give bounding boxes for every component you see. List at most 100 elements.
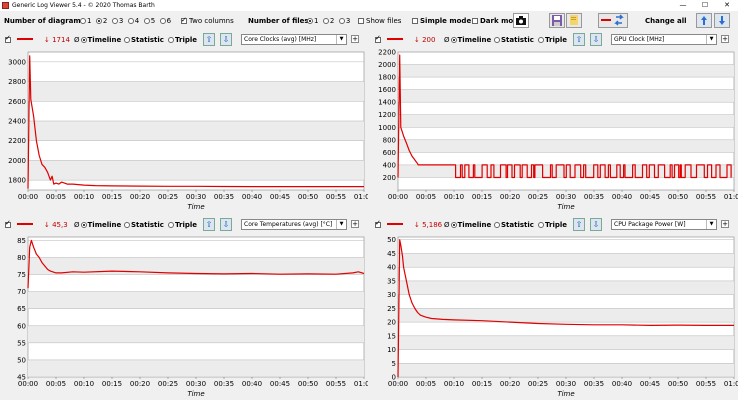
save-icon[interactable]: [549, 13, 565, 28]
y-tick-label: 15: [387, 332, 396, 340]
maximize-button[interactable]: ☐: [701, 1, 709, 9]
x-tick-label: 00:05: [416, 193, 436, 201]
arrow-up-icon[interactable]: [696, 13, 712, 28]
x-tick-label: 00:15: [102, 380, 122, 388]
y-tick-label: 400: [383, 161, 396, 169]
move-down-button[interactable]: ⇩: [220, 218, 232, 231]
x-axis-label: Time: [557, 203, 574, 211]
open-folder-icon[interactable]: [566, 13, 582, 28]
diagram-radio-5[interactable]: [143, 18, 150, 24]
x-tick-label: 00:15: [102, 193, 122, 201]
series-color-swatch[interactable]: [17, 223, 33, 225]
channel-select[interactable]: Core Temperatures (avg) [°C] ▼: [241, 219, 347, 230]
series-visible-checkbox[interactable]: [375, 34, 381, 43]
x-tick-label: 00:05: [46, 380, 66, 388]
x-tick-label: 00:55: [326, 380, 346, 388]
x-tick-label: 00:15: [472, 380, 492, 388]
move-up-button[interactable]: ⇧: [573, 33, 585, 46]
grid-band: [28, 325, 364, 343]
y-tick-label: 200: [383, 174, 396, 182]
x-tick-label: 00:10: [444, 380, 464, 388]
y-tick-label: 70: [17, 288, 26, 296]
x-tick-label: 00:45: [270, 193, 290, 201]
grid-band: [398, 64, 734, 78]
show-files-check[interactable]: [358, 18, 364, 24]
camera-icon[interactable]: [513, 13, 529, 28]
x-tick-label: 00:15: [472, 193, 492, 201]
channel-select[interactable]: GPU Clock [MHz] ▼: [611, 34, 717, 45]
swap-series-icon[interactable]: [598, 13, 628, 28]
statistic-radio[interactable]: Statistic: [124, 36, 164, 45]
move-down-button[interactable]: ⇩: [590, 33, 602, 46]
channel-select[interactable]: CPU Package Power [W] ▼: [611, 219, 717, 230]
add-series-button[interactable]: +: [351, 35, 359, 43]
timeline-radio[interactable]: Ø Timeline: [444, 36, 492, 44]
line-chart: 45 50 55 60 65 70 75 80 85 00:00 00:05 00:10 00:15 00…: [17, 236, 368, 398]
timeline-radio[interactable]: Ø Timeline: [444, 221, 492, 229]
move-up-button[interactable]: ⇧: [203, 33, 215, 46]
x-tick-label: 00:00: [388, 193, 408, 201]
move-down-button[interactable]: ⇩: [220, 33, 232, 46]
y-tick-label: 20: [387, 319, 396, 327]
y-tick-label: 65: [17, 305, 26, 313]
x-tick-label: 00:55: [696, 193, 716, 201]
diagram-radio-2[interactable]: [95, 18, 102, 24]
series-color-swatch[interactable]: [387, 38, 403, 40]
add-series-button[interactable]: +: [721, 35, 729, 43]
current-value: ↓ 5,186: [414, 221, 443, 229]
statistic-radio[interactable]: Statistic: [494, 221, 534, 230]
x-tick-label: 00:45: [640, 193, 660, 201]
triple-radio[interactable]: Triple: [538, 36, 567, 45]
move-up-button[interactable]: ⇧: [203, 218, 215, 231]
timeline-radio[interactable]: Ø Timeline: [74, 36, 122, 44]
dark-mode-checkbox[interactable]: Dark mod: [472, 16, 518, 26]
y-tick-label: 25: [387, 305, 396, 313]
series-color-swatch[interactable]: [387, 223, 403, 225]
diagram-radio-1[interactable]: [80, 18, 86, 24]
move-up-button[interactable]: ⇧: [573, 218, 585, 231]
grid-band: [28, 121, 364, 141]
diagram-radio-3[interactable]: [111, 18, 118, 24]
add-series-button[interactable]: +: [351, 220, 359, 228]
move-down-button[interactable]: ⇩: [590, 218, 602, 231]
x-tick-label: 00:25: [158, 380, 178, 388]
diagram-count-radios: 1 2 3 4 5 6: [80, 16, 171, 26]
y-tick-label: 75: [17, 271, 26, 279]
series-color-swatch[interactable]: [17, 38, 33, 40]
close-button[interactable]: ✕: [724, 1, 730, 9]
diagram-radio-6[interactable]: [159, 18, 166, 24]
series-line: [397, 239, 734, 378]
triple-radio[interactable]: Triple: [168, 36, 197, 45]
file-radio-3[interactable]: [338, 18, 345, 24]
simple-mode-checkbox[interactable]: Simple mode: [412, 16, 471, 26]
timeline-radio[interactable]: Ø Timeline: [74, 221, 122, 229]
series-visible-checkbox[interactable]: [5, 34, 11, 43]
grid-band: [28, 359, 364, 377]
channel-select[interactable]: Core Clocks (avg) [MHz] ▼: [241, 34, 347, 45]
file-radio-2[interactable]: [322, 18, 329, 24]
minimize-button[interactable]: —: [679, 1, 687, 9]
diagram-radio-4[interactable]: [127, 18, 134, 24]
x-tick-label: 00:50: [298, 380, 318, 388]
simple-mode-check[interactable]: [412, 18, 418, 24]
two-columns-checkbox[interactable]: Two columns: [181, 15, 234, 26]
statistic-radio[interactable]: Statistic: [124, 221, 164, 230]
show-files-checkbox[interactable]: Show files: [358, 16, 401, 26]
toolbar: Number of diagrams 1 2 3 4 5 6 Two colum…: [0, 11, 738, 31]
series-visible-checkbox[interactable]: [5, 219, 11, 228]
arrow-down-icon[interactable]: [714, 13, 730, 28]
two-columns-check[interactable]: [181, 15, 187, 25]
triple-radio[interactable]: Triple: [538, 221, 567, 230]
y-tick-label: 50: [387, 236, 396, 244]
file-radio-1[interactable]: [307, 18, 313, 24]
y-tick-label: 30: [387, 291, 396, 299]
add-series-button[interactable]: +: [721, 220, 729, 228]
triple-radio[interactable]: Triple: [168, 221, 197, 230]
statistic-radio[interactable]: Statistic: [494, 36, 534, 45]
dark-mode-check[interactable]: [472, 18, 478, 24]
y-tick-label: 50: [17, 356, 26, 364]
series-visible-checkbox[interactable]: [375, 219, 381, 228]
